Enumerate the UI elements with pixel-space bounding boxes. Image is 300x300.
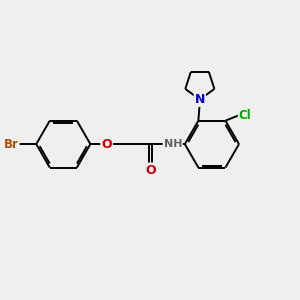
Text: N: N <box>195 93 205 106</box>
Text: O: O <box>146 164 156 176</box>
Text: Br: Br <box>4 138 19 151</box>
Text: NH: NH <box>164 139 182 149</box>
Text: O: O <box>101 138 112 151</box>
Text: Cl: Cl <box>239 109 251 122</box>
